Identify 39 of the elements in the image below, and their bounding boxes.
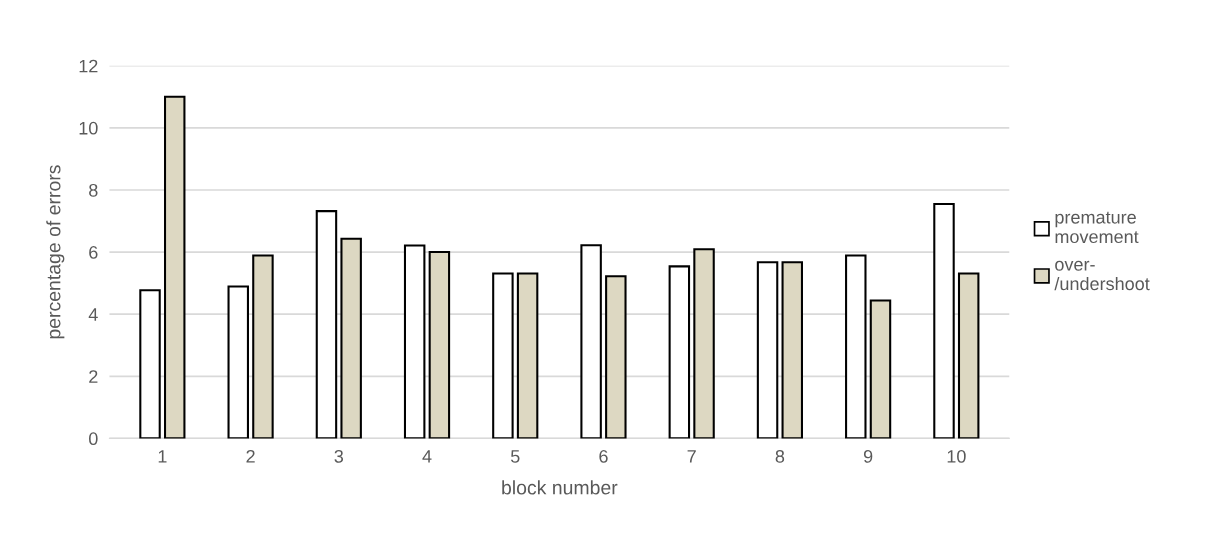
x-tick-label: 2 (246, 449, 255, 463)
x-axis-title: block number (502, 480, 618, 495)
legend-label: over- /undershoot (1054, 260, 1150, 291)
bar (315, 210, 338, 439)
y-tick-label: 8 (89, 183, 98, 197)
x-tick-label: 7 (687, 450, 696, 463)
y-tick-label: 4 (88, 308, 98, 321)
bar (869, 299, 892, 439)
bar (403, 244, 426, 439)
x-tick-label: 5 (510, 450, 520, 463)
x-tick-label: 3 (334, 449, 344, 463)
bar (605, 275, 627, 439)
y-tick-label: 6 (89, 246, 98, 259)
bar (252, 254, 274, 439)
y-tick-label: 0 (88, 432, 98, 446)
bar (668, 265, 691, 439)
y-tick-label: 2 (89, 370, 98, 383)
x-tick-label: 4 (422, 450, 432, 463)
bar (580, 244, 602, 439)
bar (340, 237, 362, 439)
y-tick-label: 12 (79, 59, 98, 73)
x-tick-label: 6 (599, 449, 608, 463)
bar (781, 261, 803, 439)
bar (756, 261, 779, 439)
x-tick-label: 10 (947, 449, 966, 463)
bar (492, 272, 514, 439)
y-tick-label: 10 (79, 121, 98, 135)
x-tick-label: 8 (775, 449, 785, 463)
bar (163, 95, 186, 439)
x-tick-label: 1 (158, 450, 167, 463)
legend-label: premature movement (1055, 211, 1139, 244)
bar (227, 285, 249, 439)
bar (139, 289, 161, 439)
bar (845, 254, 867, 439)
x-tick-label: 9 (863, 449, 873, 463)
bar (693, 248, 715, 439)
bar (516, 272, 539, 439)
y-axis-title: percentage of errors (46, 165, 65, 339)
bar (428, 251, 451, 439)
